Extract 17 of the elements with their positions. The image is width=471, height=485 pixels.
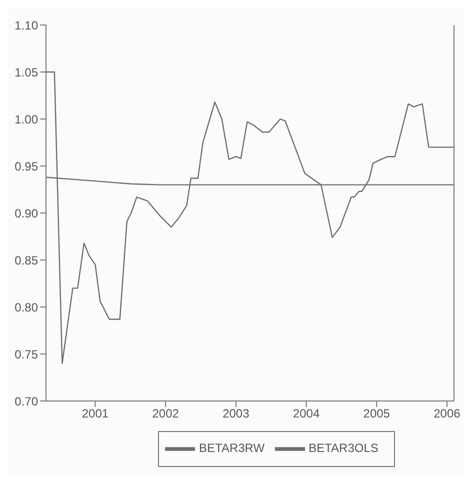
y-tick-label: 0.85 [14,253,38,268]
x-tick-label: 2006 [434,406,461,421]
y-tick-label: 0.75 [14,347,38,362]
y-tick-label: 0.90 [14,206,38,220]
x-tick-label: 2005 [363,406,390,421]
y-tick-label: 1.10 [14,18,38,32]
x-tick-label: 2001 [82,406,109,421]
x-tick-label: 2002 [152,406,180,421]
y-tick-label: 1.00 [14,112,38,126]
y-tick-label: 0.95 [14,159,38,174]
y-tick-label: 0.80 [14,300,38,314]
legend-label: BETAR3RW [199,441,265,456]
legend-label: BETAR3OLS [308,441,378,456]
y-tick-label: 1.05 [14,65,38,80]
x-tick-label: 2003 [222,406,250,421]
x-tick-label: 2004 [292,406,320,421]
y-tick-label: 0.70 [14,394,38,408]
